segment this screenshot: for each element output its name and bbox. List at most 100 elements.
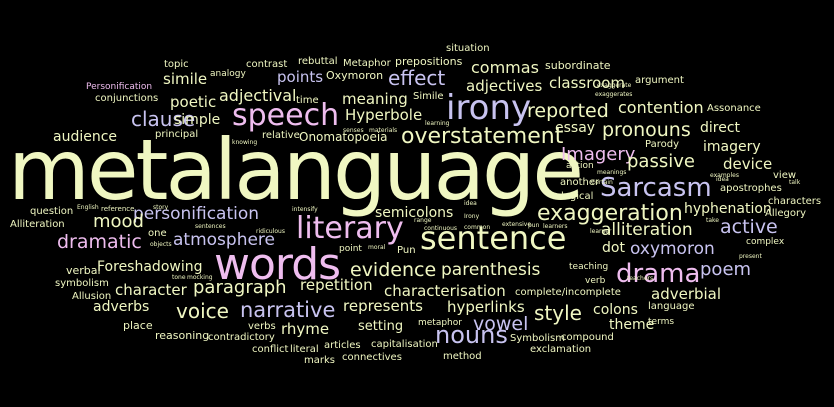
word-alliteration-cap: Alliteration (10, 219, 65, 230)
word-semicolons: semicolons (375, 205, 454, 221)
word-teachers: teachers (627, 275, 654, 282)
word-present: present (739, 253, 762, 260)
word-english: English (77, 204, 99, 211)
word-imagery: imagery (703, 139, 761, 155)
word-exaggeration: exaggeration (537, 201, 683, 226)
word-dot: dot (602, 240, 625, 256)
word-hyperlinks: hyperlinks (447, 298, 525, 316)
word-idea-small: idea (464, 200, 477, 207)
word-common: common (464, 224, 491, 231)
word-imagery-cap: Imagery (561, 144, 636, 165)
word-parenthesis: parenthesis (441, 260, 541, 280)
word-take: take (706, 217, 719, 224)
word-conjunctions: conjunctions (95, 93, 159, 104)
word-senses: senses (343, 127, 364, 134)
word-simile: simile (163, 70, 208, 88)
word-contrast: contrast (246, 59, 288, 70)
word-adverbs: adverbs (93, 299, 150, 315)
word-points: points (277, 68, 324, 86)
word-oxymoron-l: oxymoron (630, 239, 715, 259)
word-setting: setting (358, 319, 404, 334)
word-overstatement: overstatement (401, 124, 564, 149)
word-contention: contention (618, 98, 704, 117)
word-hyphenation: hyphenation (684, 201, 772, 217)
word-mood: mood (93, 211, 144, 232)
word-allusion: Allusion (72, 291, 112, 302)
word-situation: situation (446, 43, 490, 54)
word-oxymoron-cap: Oxymoron (326, 69, 384, 82)
word-exclamation: exclamation (530, 344, 592, 355)
word-paragraph: paragraph (193, 277, 287, 298)
word-prepositions: prepositions (395, 55, 463, 68)
word-classroom: classroom (549, 74, 626, 92)
word-terms: terms (648, 317, 675, 327)
word-reasoning: reasoning (155, 329, 210, 342)
word-sentence: sentence (420, 219, 567, 257)
word-repetition: repetition (300, 276, 373, 294)
word-apostrophes: apostrophes (720, 183, 782, 194)
word-drama: drama (616, 259, 701, 289)
word-dramatic: dramatic (57, 231, 142, 253)
word-characters: characters (768, 196, 822, 207)
word-contradictory: contradictory (208, 332, 275, 343)
word-idea: idea (716, 176, 729, 183)
word-words: words (214, 239, 341, 290)
word-topic: topic (164, 59, 189, 70)
word-learning: learning (425, 120, 450, 127)
word-marks: marks (304, 355, 335, 366)
word-language: language (648, 301, 695, 312)
word-capitalisation: capitalisation (371, 339, 438, 350)
word-pun: Pun (397, 245, 416, 256)
word-learner: learner (590, 228, 612, 235)
word-personification: personification (133, 204, 260, 224)
word-adjectives: adjectives (466, 77, 543, 95)
word-adjectival: adjectival (219, 86, 297, 105)
word-examples: examples (710, 172, 739, 179)
word-exaggerate: exaggerate (597, 82, 632, 89)
word-certain: Certain (591, 179, 613, 186)
word-relative: relative (262, 130, 300, 141)
word-style: style (534, 301, 582, 325)
word-effect: effect (388, 66, 446, 90)
word-question: question (30, 206, 74, 217)
word-method: method (443, 351, 482, 362)
word-one: one (148, 228, 167, 239)
word-reported: reported (527, 100, 609, 122)
word-moral: moral (368, 244, 386, 251)
word-conflict: conflict (252, 344, 289, 355)
word-pun-lower: pun (528, 222, 540, 229)
word-hyperbole: Hyperbole (345, 106, 423, 124)
word-intensify: intensify (292, 206, 318, 213)
word-audience: audience (53, 129, 118, 145)
word-point: point (339, 244, 362, 254)
word-narrative: narrative (240, 298, 336, 322)
word-continuous: continuous (424, 225, 457, 232)
word-meanings: meanings (597, 169, 627, 176)
word-personification-cap: Personification (86, 82, 153, 92)
word-complete-incomplete: complete/incomplete (515, 287, 621, 298)
word-view: view (773, 170, 797, 181)
word-irony-small: Irony (464, 213, 480, 220)
word-talk: talk (789, 179, 801, 186)
word-voice: voice (176, 299, 229, 323)
word-metaphor-cap: Metaphor (343, 58, 391, 69)
word-literary: literary (296, 211, 404, 246)
word-allegory: Allegory (765, 208, 807, 219)
word-direct: direct (700, 120, 741, 136)
word-verbal: verbal (66, 264, 101, 277)
word-commas: commas (471, 58, 539, 77)
word-theme: theme (609, 317, 655, 333)
word-metalanguage: metalanguage (8, 121, 584, 219)
word-device: device (723, 155, 773, 173)
word-time: time (296, 95, 319, 106)
word-knowing: knowing (232, 139, 258, 146)
word-learners: learners (543, 223, 568, 230)
word-argument: argument (635, 75, 684, 86)
word-simple: simple (174, 112, 221, 128)
word-exaggerates: exaggerates (595, 91, 633, 98)
word-tone: tone (172, 274, 186, 281)
word-rhyme: rhyme (281, 320, 330, 338)
word-place: place (123, 319, 153, 332)
word-sentences: sentences (195, 223, 226, 230)
